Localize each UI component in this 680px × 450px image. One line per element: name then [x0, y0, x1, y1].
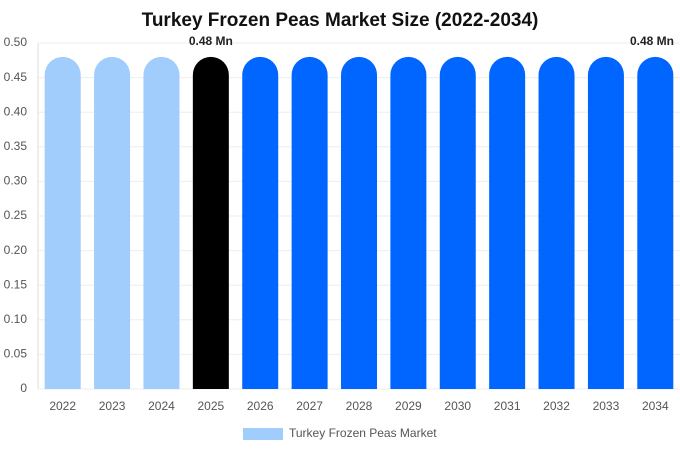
- y-tick-label: 0.20: [4, 243, 28, 257]
- bar: [291, 56, 328, 390]
- bar: [489, 56, 526, 390]
- x-tick-label: 2027: [296, 399, 323, 413]
- x-tick-label: 2032: [543, 399, 570, 413]
- x-tick-label: 2025: [197, 399, 224, 413]
- bar: [637, 56, 674, 390]
- y-tick-label: 0.15: [4, 277, 28, 291]
- y-tick-label: 0.10: [4, 312, 28, 326]
- y-tick-label: 0.35: [4, 139, 28, 153]
- y-tick-label: 0.50: [4, 35, 28, 49]
- y-tick-label: 0: [20, 381, 27, 395]
- x-tick-label: 2026: [247, 399, 274, 413]
- chart-title: Turkey Frozen Peas Market Size (2022-203…: [142, 10, 539, 31]
- x-tick-label: 2028: [346, 399, 373, 413]
- x-tick-label: 2029: [395, 399, 422, 413]
- x-tick-label: 2034: [642, 399, 669, 413]
- x-tick-label: 2022: [49, 399, 76, 413]
- bar: [390, 56, 427, 390]
- y-tick-label: 0.40: [4, 104, 28, 118]
- bar: [538, 56, 575, 390]
- x-tick-label: 2024: [148, 399, 175, 413]
- x-tick-label: 2031: [494, 399, 521, 413]
- bar: [242, 56, 279, 390]
- bar: [192, 56, 229, 390]
- legend-label: Turkey Frozen Peas Market: [289, 426, 437, 440]
- bar: [587, 56, 624, 390]
- x-tick-label: 2030: [444, 399, 471, 413]
- bar: [94, 56, 131, 390]
- legend-swatch: [243, 428, 283, 440]
- bar: [341, 56, 377, 390]
- y-tick-label: 0.45: [4, 70, 28, 84]
- x-tick-label: 2023: [99, 399, 126, 413]
- bar: [439, 56, 476, 390]
- y-tick-label: 0.30: [4, 174, 28, 188]
- bar: [143, 56, 180, 390]
- y-tick-label: 0.25: [4, 208, 28, 222]
- bar: [44, 56, 81, 390]
- value-label: 0.48 Mn: [630, 34, 674, 48]
- value-label: 0.48 Mn: [189, 34, 233, 48]
- x-tick-label: 2033: [593, 399, 620, 413]
- y-tick-label: 0.05: [4, 347, 28, 361]
